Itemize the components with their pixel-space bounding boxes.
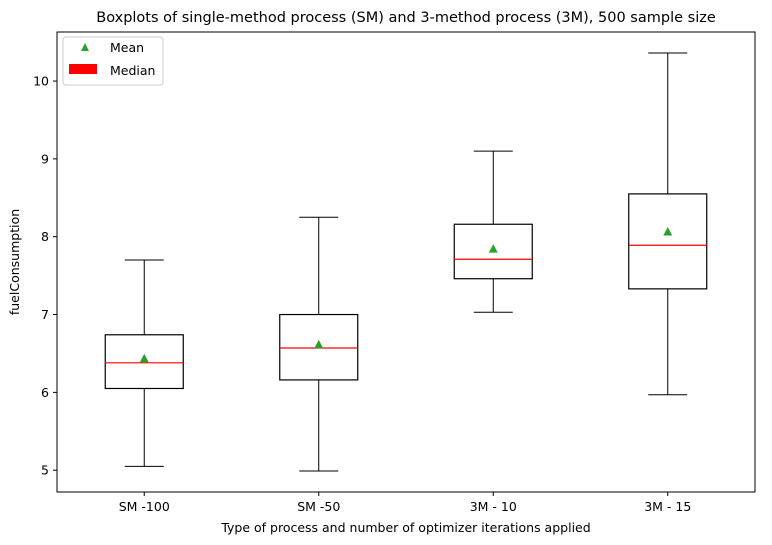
plot-area-frame — [56, 31, 756, 493]
iqr-box — [628, 193, 708, 290]
legend: Mean Median — [62, 36, 164, 86]
x-tick-label: SM -50 — [297, 499, 340, 514]
mean-marker — [314, 339, 324, 349]
y-tick-label: 10 — [33, 74, 49, 89]
x-tick-label: SM -100 — [119, 499, 170, 514]
x-axis-label: Type of process and number of optimizer … — [220, 520, 590, 535]
chart-title: Boxplots of single-method process (SM) a… — [96, 10, 716, 26]
box-3 — [453, 150, 533, 313]
x-tick-label: 3M - 10 — [470, 499, 517, 514]
y-tick-label: 5 — [41, 463, 49, 478]
legend-median-label: Median — [110, 63, 155, 78]
iqr-box — [279, 313, 359, 381]
y-axis: 5 6 7 8 9 10 — [33, 74, 57, 478]
boxes-group — [104, 52, 708, 472]
box-1 — [104, 259, 184, 467]
legend-median-patch — [69, 64, 97, 74]
box-4 — [628, 52, 708, 396]
mean-marker — [488, 244, 498, 253]
x-axis: SM -100 SM -50 3M - 10 3M - 15 — [119, 492, 691, 514]
legend-mean-label: Mean — [110, 40, 144, 55]
y-tick-label: 8 — [41, 229, 49, 244]
mean-marker — [139, 353, 149, 363]
y-tick-label: 6 — [41, 385, 49, 400]
iqr-box — [453, 223, 533, 280]
legend-mean-marker — [81, 43, 89, 51]
y-tick-label: 9 — [41, 151, 49, 166]
y-tick-label: 7 — [41, 307, 49, 322]
y-axis-label: fuelConsumption — [7, 209, 22, 315]
iqr-box — [104, 334, 184, 390]
x-tick-label: 3M - 15 — [644, 499, 691, 514]
box-2 — [279, 216, 359, 472]
mean-marker — [663, 227, 673, 236]
